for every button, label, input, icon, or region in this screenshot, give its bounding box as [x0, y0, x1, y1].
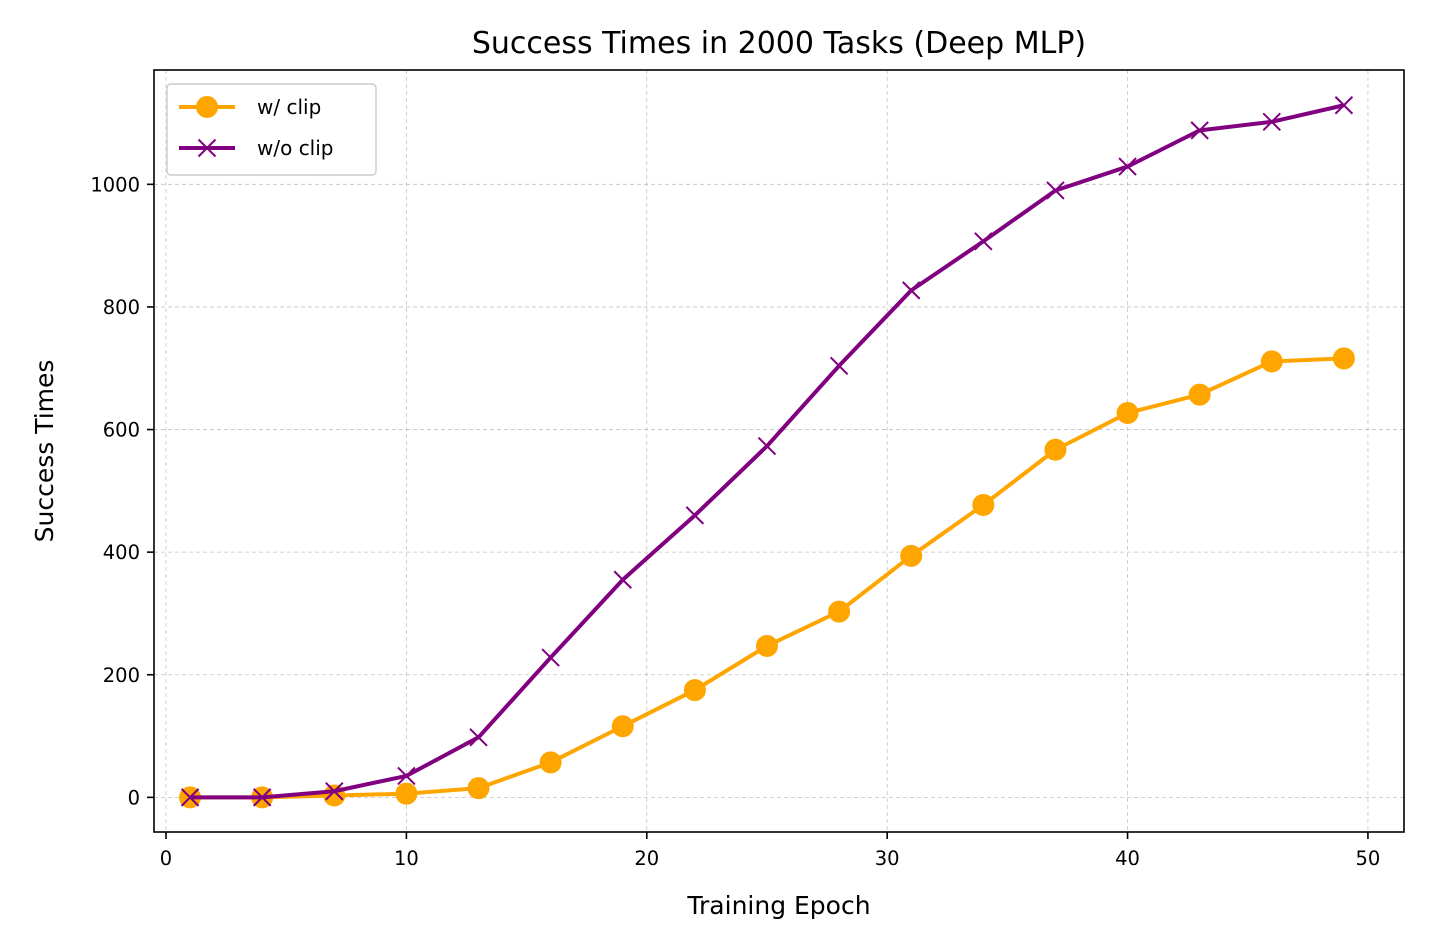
- data-point-w-o-clip: [685, 506, 705, 525]
- series-w-clip: [179, 347, 1355, 809]
- series-layer: [179, 96, 1355, 809]
- series-line-w-o-clip: [190, 103, 1345, 800]
- data-point-w-o-clip: [252, 788, 272, 807]
- data-point-w-o-clip: [902, 281, 921, 300]
- data-point-w-o-clip: [397, 766, 416, 786]
- y-tick-label: 400: [103, 541, 140, 564]
- data-point-w-o-clip: [469, 728, 488, 747]
- data-point-w-clip: [395, 782, 418, 805]
- data-point-w-o-clip: [541, 648, 560, 667]
- y-tick-label: 1000: [90, 173, 140, 196]
- x-tick-label: 10: [394, 847, 419, 870]
- y-axis-label: Success Times: [30, 360, 59, 543]
- x-tick-label: 30: [875, 847, 900, 870]
- legend-item-w-clip: w/ clip: [179, 95, 321, 119]
- data-point-w-o-clip: [1118, 157, 1137, 176]
- data-point-w-clip: [1332, 347, 1355, 370]
- y-axis-ticks: 0 200 400 600 800 1000: [90, 173, 154, 809]
- legend-marker-w-clip: [196, 96, 218, 118]
- legend-label-w-clip: w/ clip: [257, 95, 321, 119]
- x-tick-label: 40: [1115, 847, 1140, 870]
- data-point-w-o-clip: [974, 232, 993, 251]
- data-point-w-o-clip: [757, 436, 777, 456]
- data-point-w-clip: [828, 600, 851, 623]
- data-point-w-clip: [683, 679, 706, 702]
- data-point-w-clip: [611, 715, 634, 738]
- legend-item-w-o-clip: w/o clip: [179, 136, 334, 160]
- y-tick-label: 0: [128, 786, 140, 809]
- data-point-w-o-clip: [613, 570, 632, 589]
- data-point-w-o-clip: [180, 788, 200, 807]
- data-point-w-o-clip: [325, 782, 344, 801]
- x-axis-ticks: 0 10 20 30 40 50: [160, 832, 1381, 870]
- legend: w/ clip w/o clip: [166, 83, 377, 176]
- y-tick-label: 600: [103, 419, 140, 442]
- data-point-w-o-clip: [1046, 181, 1065, 200]
- legend-label-w-o-clip: w/o clip: [257, 136, 334, 160]
- data-point-w-clip: [1116, 401, 1139, 424]
- legend-marker-w-o-clip: [197, 138, 217, 158]
- data-point-w-o-clip: [1334, 96, 1354, 115]
- data-point-w-o-clip: [1190, 121, 1209, 140]
- data-point-w-o-clip: [1262, 112, 1281, 132]
- chart-title: Success Times in 2000 Tasks (Deep MLP): [472, 26, 1086, 61]
- series-line-w-clip: [190, 356, 1344, 800]
- data-point-w-o-clip: [829, 356, 849, 375]
- data-point-w-clip: [1260, 350, 1283, 373]
- y-tick-label: 800: [103, 296, 140, 319]
- x-axis-label: Training Epoch: [686, 891, 870, 920]
- grid-lines: [154, 70, 1404, 832]
- data-point-w-clip: [972, 493, 995, 516]
- x-tick-label: 20: [634, 847, 659, 870]
- series-w-o-clip: [180, 96, 1354, 807]
- data-point-w-clip: [1188, 383, 1211, 406]
- data-point-w-clip: [467, 777, 490, 800]
- x-tick-label: 0: [160, 847, 172, 870]
- data-point-w-clip: [900, 544, 923, 567]
- plot-frame: [153, 69, 1405, 833]
- data-point-w-clip: [539, 751, 562, 774]
- y-tick-label: 200: [103, 664, 140, 687]
- data-point-w-clip: [755, 634, 778, 657]
- x-tick-label: 50: [1356, 847, 1381, 870]
- data-point-w-clip: [1044, 438, 1067, 461]
